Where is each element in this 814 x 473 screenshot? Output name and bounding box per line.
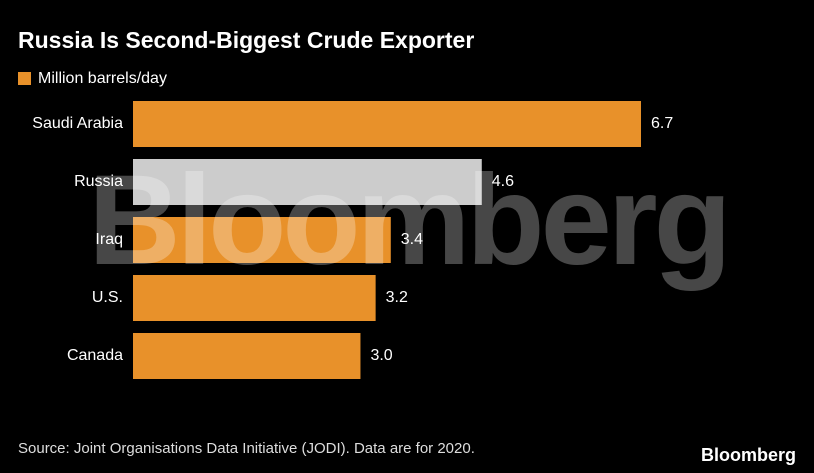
watermark: Bloomberg (88, 149, 728, 292)
chart-title: Russia Is Second-Biggest Crude Exporter (18, 27, 474, 53)
bar (133, 101, 641, 147)
legend-label: Million barrels/day (38, 70, 167, 87)
value-label: 4.6 (492, 173, 514, 190)
logo: Bloomberg (701, 445, 796, 465)
value-label: 3.4 (401, 231, 423, 248)
value-label: 3.2 (386, 289, 408, 306)
category-label: Canada (67, 347, 123, 364)
bar (133, 159, 482, 205)
bar (133, 217, 391, 263)
value-label: 3.0 (370, 347, 392, 364)
value-label: 6.7 (651, 115, 673, 132)
bar (133, 333, 361, 379)
bar (133, 275, 376, 321)
category-label: U.S. (92, 289, 123, 306)
source: Source: Joint Organisations Data Initiat… (18, 440, 475, 457)
category-label: Saudi Arabia (32, 115, 123, 132)
legend-swatch (18, 72, 31, 85)
category-label: Iraq (95, 231, 123, 248)
category-label: Russia (74, 173, 123, 190)
